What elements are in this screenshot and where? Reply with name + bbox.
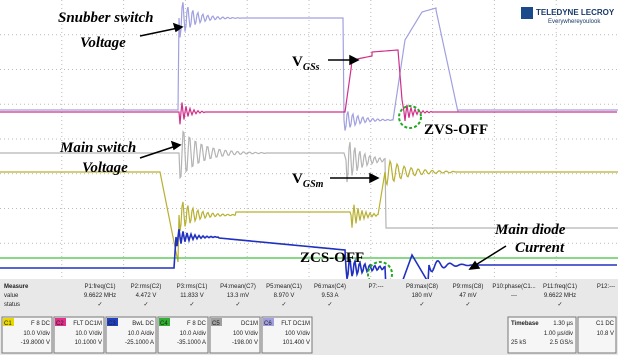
label: Voltage xyxy=(80,35,126,51)
logo-icon xyxy=(521,7,533,19)
channel-name: C6 xyxy=(264,321,272,327)
measure-cell: ✓ xyxy=(465,302,470,308)
measure-cell: ✓ xyxy=(281,302,286,308)
measure-cell: 9.53 A xyxy=(321,293,338,299)
timebase-div: 1.00 µs/div xyxy=(544,331,573,337)
measure-cell: ✓ xyxy=(189,302,194,308)
timebase-rate: 2.5 GS/s xyxy=(550,340,573,346)
channel-offset: 101.400 V xyxy=(283,340,310,346)
measure-cell: 8.970 V xyxy=(274,293,295,299)
measure-cell: P1:freq(C1) xyxy=(84,284,115,290)
channel-coupling: F 8 DC xyxy=(31,321,51,327)
timebase-label: Timebase xyxy=(511,321,539,327)
channel-coupling: FLT DC1M xyxy=(73,321,102,327)
measure-cell: 11.833 V xyxy=(180,293,204,299)
label: Snubber switch xyxy=(58,10,153,26)
scope-screen: TELEDYNE LECROY Everywhereyoulook Snubbe… xyxy=(0,0,618,355)
measure-cell: 47 mV xyxy=(459,293,476,299)
measure-cell: P11:freq(C1) xyxy=(543,284,577,290)
trigger-level: 10.8 V xyxy=(597,331,614,337)
label: ZVS-OFF xyxy=(424,122,488,138)
channel-name: C3 xyxy=(108,321,116,327)
measure-cell: 4.472 V xyxy=(136,293,157,299)
trigger-source: C1 DC xyxy=(596,321,615,327)
measure-cell: ✓ xyxy=(143,302,148,308)
channel-scale: 10.0 A/div xyxy=(128,331,154,337)
measure-cell: P10:phase(C1... xyxy=(492,284,536,290)
channel-coupling: BwL DC xyxy=(132,321,154,327)
channel-coupling: DC1M xyxy=(241,321,258,327)
timebase-samples: 25 kS xyxy=(511,340,526,346)
measure-cell: P3:rms(C1) xyxy=(177,284,208,290)
channel-scale: 100 V/div xyxy=(233,331,258,337)
channel-boxes: C1 F 8 DC 10.0 V/div -19.8000 V C2 FLT DC1M 10… xyxy=(2,317,616,353)
channel-offset: -198.00 V xyxy=(232,340,258,346)
measure-cell: P6:max(C4) xyxy=(314,284,346,290)
measure-cell: ✓ xyxy=(327,302,332,308)
measure-cell: P5:mean(C1) xyxy=(266,284,302,290)
channel-scale: 100 V/div xyxy=(285,331,310,337)
logo: TELEDYNE LECROY xyxy=(536,8,615,17)
measure-cell: ✓ xyxy=(97,302,102,308)
label: ZCS-OFF xyxy=(300,250,364,266)
label: Main diode xyxy=(494,222,566,238)
channel-scale: 10.0 V/div xyxy=(23,331,50,337)
channel-scale: 10.0 V/div xyxy=(75,331,102,337)
measure-cell: P7:--- xyxy=(369,284,384,290)
measure-cell: --- xyxy=(511,293,517,299)
logo-tagline: Everywhereyoulook xyxy=(548,19,601,25)
channel-offset: -25.1000 A xyxy=(125,340,154,346)
channel-coupling: FLT DC1M xyxy=(281,321,310,327)
label: Voltage xyxy=(82,160,128,176)
measure-cell: P4:mean(C7) xyxy=(220,284,256,290)
measure-cell: ✓ xyxy=(419,302,424,308)
measure-cell: 180 mV xyxy=(412,293,433,299)
channel-name: C4 xyxy=(160,321,168,327)
measure-cell: P8:max(C8) xyxy=(406,284,438,290)
measure-row-label: status xyxy=(4,302,20,308)
measure-row-label: Measure xyxy=(4,284,29,290)
channel-offset: 10.1000 V xyxy=(75,340,102,346)
channel-name: C1 xyxy=(4,321,12,327)
channel-name: C2 xyxy=(56,321,64,327)
channel-name: C5 xyxy=(212,321,220,327)
measure-cell: 9.6622 MHz xyxy=(84,293,116,299)
label: Current xyxy=(515,240,565,256)
measure-cell: 9.6622 MHz xyxy=(544,293,576,299)
timebase-delay: 1.30 µs xyxy=(553,321,573,327)
channel-offset: -35.1000 A xyxy=(177,340,206,346)
measure-cell: ✓ xyxy=(235,302,240,308)
channel-scale: 10.0 A/div xyxy=(180,331,206,337)
measure-cell: P2:rms(C2) xyxy=(131,284,162,290)
channel-coupling: F 8 DC xyxy=(187,321,207,327)
measure-cell: P9:rms(C8) xyxy=(453,284,484,290)
measure-cell: P12:--- xyxy=(597,284,615,290)
label: Main switch xyxy=(59,140,136,156)
channel-offset: -19.8000 V xyxy=(21,340,50,346)
measure-cell: ✓ xyxy=(557,302,562,308)
measure-cell: 13.3 mV xyxy=(227,293,249,299)
measure-row-label: value xyxy=(4,293,19,299)
